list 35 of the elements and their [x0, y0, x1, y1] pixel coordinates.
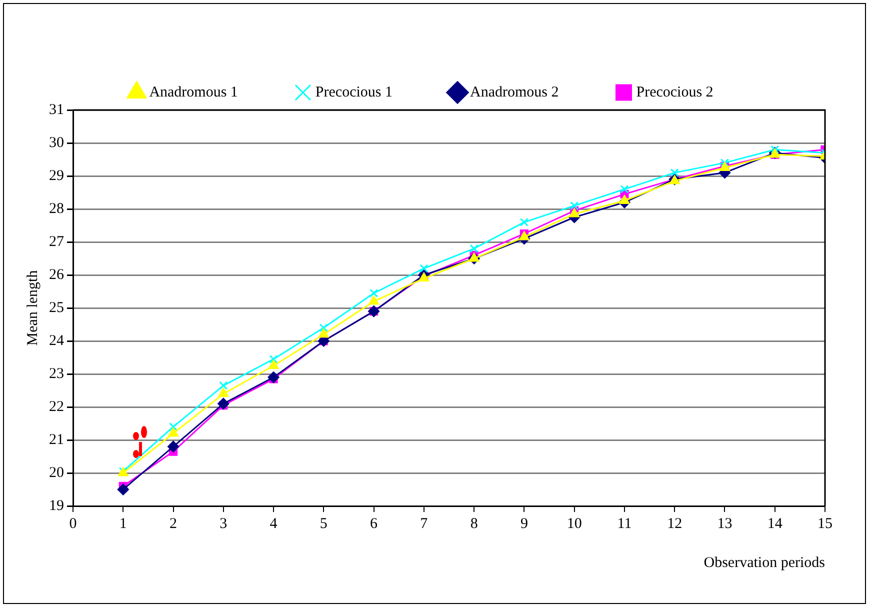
y-tick-label: 21 [49, 432, 64, 448]
y-tick-label: 31 [49, 102, 64, 118]
y-tick-label: 27 [49, 234, 64, 250]
y-tick-label: 20 [49, 464, 64, 481]
y-tick-label: 30 [49, 134, 64, 151]
x-tick-label: 12 [667, 516, 682, 532]
y-tick-label: 28 [49, 200, 64, 217]
x-tick-label: 2 [170, 516, 178, 532]
legend-label: Precocious 1 [315, 84, 393, 100]
y-tick-label: 19 [49, 498, 64, 514]
y-tick-label: 25 [49, 300, 64, 316]
x-axis-title: Observation periods [704, 554, 826, 571]
legend-label: Precocious 2 [636, 84, 714, 100]
x-tick-label: 11 [617, 516, 632, 532]
x-tick-label: 6 [370, 516, 378, 532]
x-tick-label: 10 [566, 516, 582, 532]
legend-label: Anadromous 1 [149, 84, 238, 100]
y-axis-title: Mean length [24, 270, 41, 346]
y-tick-label: 29 [49, 168, 64, 184]
x-tick-label: 13 [717, 516, 732, 532]
y-tick-label: 22 [49, 398, 64, 415]
y-tick-label: 23 [49, 366, 64, 382]
x-tick-label: 0 [69, 516, 77, 532]
x-tick-label: 7 [420, 516, 428, 532]
y-tick-label: 24 [49, 332, 64, 349]
x-tick-label: 9 [520, 516, 528, 532]
x-tick-label: 3 [220, 516, 228, 532]
y-tick-label: 26 [49, 266, 64, 283]
x-tick-label: 8 [470, 516, 478, 532]
x-tick-label: 5 [320, 516, 328, 532]
legend-label: Anadromous 2 [470, 84, 559, 100]
x-tick-label: 14 [767, 516, 783, 532]
x-tick-label: 1 [119, 516, 127, 532]
x-tick-label: 15 [818, 516, 832, 532]
x-tick-label: 4 [270, 516, 278, 532]
